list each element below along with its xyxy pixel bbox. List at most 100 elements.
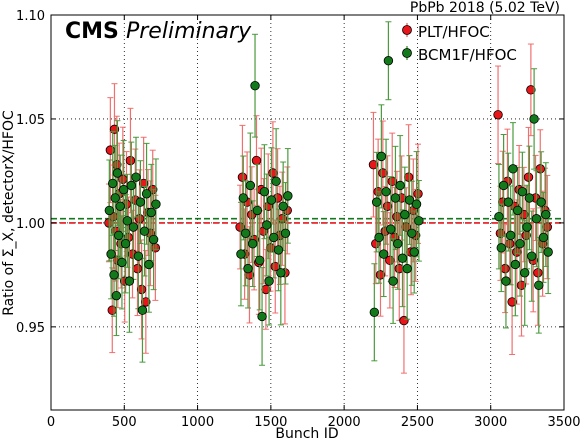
data-point	[270, 261, 280, 272]
data-point	[124, 276, 135, 286]
data-point	[132, 263, 143, 274]
data-point	[510, 259, 521, 270]
data-point	[520, 268, 530, 278]
data-point	[507, 297, 517, 307]
data-point	[276, 268, 286, 278]
data-point	[131, 172, 141, 182]
data-point	[151, 199, 161, 209]
data-point	[141, 297, 151, 307]
data-point	[495, 228, 506, 238]
y-tick-label: 1.10	[16, 9, 45, 24]
y-axis-title: Ratio of Σ_X, detectorX/HFOC	[1, 110, 17, 316]
data-point	[409, 247, 419, 257]
data-point	[413, 189, 423, 199]
legend-label-plt: PLT/HFOC	[418, 23, 490, 41]
data-point	[136, 284, 147, 295]
data-point	[508, 164, 518, 174]
data-point	[375, 270, 386, 280]
data-point	[141, 189, 152, 199]
data-point	[505, 238, 515, 249]
legend-label-bcm1f: BCM1F/HFOC	[418, 46, 517, 64]
data-point	[523, 172, 534, 182]
data-point	[135, 197, 146, 207]
data-point	[237, 172, 248, 182]
data-point	[114, 230, 124, 241]
plot-frame	[50, 14, 565, 411]
data-point	[240, 228, 251, 238]
data-point	[236, 249, 246, 259]
data-point	[395, 180, 405, 191]
data-point	[122, 216, 133, 226]
data-point	[262, 220, 272, 230]
data-point	[541, 209, 551, 220]
data-point	[144, 259, 154, 270]
data-point	[494, 211, 504, 222]
data-point	[245, 180, 256, 191]
data-point	[411, 199, 422, 209]
x-tick-label: 500	[112, 415, 137, 430]
y-tick-label: 1.00	[16, 217, 45, 232]
data-point	[112, 168, 123, 178]
data-point	[273, 245, 284, 255]
x-tick-label: 3000	[474, 415, 507, 430]
data-point	[534, 280, 544, 290]
data-point	[138, 178, 149, 189]
data-point	[535, 164, 545, 174]
data-point	[133, 251, 144, 261]
data-point	[271, 176, 281, 187]
data-point	[110, 193, 120, 203]
data-point	[146, 207, 156, 218]
legend: PLT/HFOC BCM1F/HFOC	[402, 23, 517, 64]
data-point	[414, 216, 424, 226]
data-point	[382, 201, 393, 211]
data-point	[388, 276, 398, 286]
data-point	[383, 56, 394, 66]
legend-marker-plt	[402, 25, 412, 35]
data-point	[243, 263, 253, 274]
data-point	[264, 276, 274, 286]
ticks-layer: 0 500 1000 1500 2000 2500 3000 3500 0.95 1.00 1.05…	[16, 9, 580, 430]
data-point	[104, 205, 115, 216]
data-point	[538, 232, 549, 243]
data-point	[371, 197, 382, 207]
x-tick-label: 1000	[181, 415, 214, 430]
data-point	[400, 209, 410, 220]
data-point	[252, 205, 263, 216]
data-point	[115, 201, 125, 211]
data-point	[105, 145, 116, 155]
data-point	[542, 222, 552, 232]
data-point	[393, 238, 403, 249]
y-tick-label: 0.95	[16, 321, 45, 336]
data-point	[516, 280, 527, 290]
data-point	[403, 172, 414, 182]
data-point	[512, 247, 522, 257]
data-point	[107, 305, 117, 315]
data-point	[543, 247, 553, 257]
data-point	[385, 255, 395, 266]
data-point	[139, 226, 150, 236]
data-point	[376, 151, 387, 162]
x-tick-label: 3500	[547, 415, 580, 430]
data-point	[404, 195, 415, 205]
data-point	[501, 276, 511, 286]
data-point	[390, 193, 401, 203]
data-point	[247, 238, 258, 249]
data-point	[399, 315, 409, 326]
data-point	[397, 253, 408, 263]
data-point	[126, 180, 137, 191]
data-point	[522, 222, 532, 232]
data-point	[111, 290, 122, 301]
x-tick-label: 0	[47, 415, 55, 430]
status-label: Preliminary	[126, 19, 252, 44]
x-tick-label: 2000	[328, 415, 361, 430]
data-point	[283, 191, 293, 201]
data-point	[505, 230, 516, 241]
data-point	[527, 251, 537, 261]
data-point	[278, 201, 288, 211]
data-point	[529, 114, 539, 124]
data-point	[512, 205, 523, 216]
data-point	[137, 305, 148, 315]
data-point	[526, 85, 536, 95]
